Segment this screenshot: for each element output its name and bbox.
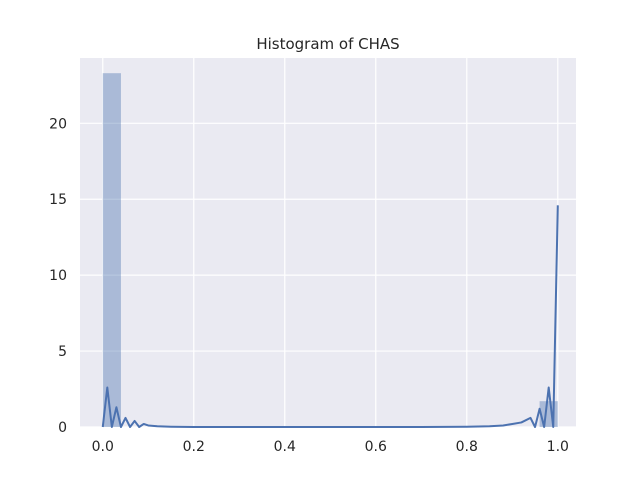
- plot-area: [80, 58, 576, 427]
- density-curve: [101, 205, 559, 428]
- x-tick-label: 0.4: [274, 439, 296, 455]
- x-tick-label: 0.6: [365, 439, 387, 455]
- x-tick-label: 0.0: [92, 439, 114, 455]
- density-line: [101, 205, 559, 428]
- y-tick-label: 20: [49, 116, 67, 132]
- y-tick-label: 15: [49, 192, 67, 208]
- y-tick-label: 10: [49, 268, 67, 284]
- x-tick-label: 1.0: [547, 439, 569, 455]
- chart-title: Histogram of CHAS: [256, 35, 399, 53]
- x-tick-label: 0.2: [183, 439, 205, 455]
- x-tick-label: 0.8: [456, 439, 478, 455]
- axes: 0.0 0.2 0.4 0.6 0.8 1.0 0 5 10 15 20: [49, 116, 569, 455]
- y-tick-label: 0: [58, 420, 67, 436]
- histogram-bar: [102, 73, 121, 428]
- y-tick-label: 5: [58, 344, 67, 360]
